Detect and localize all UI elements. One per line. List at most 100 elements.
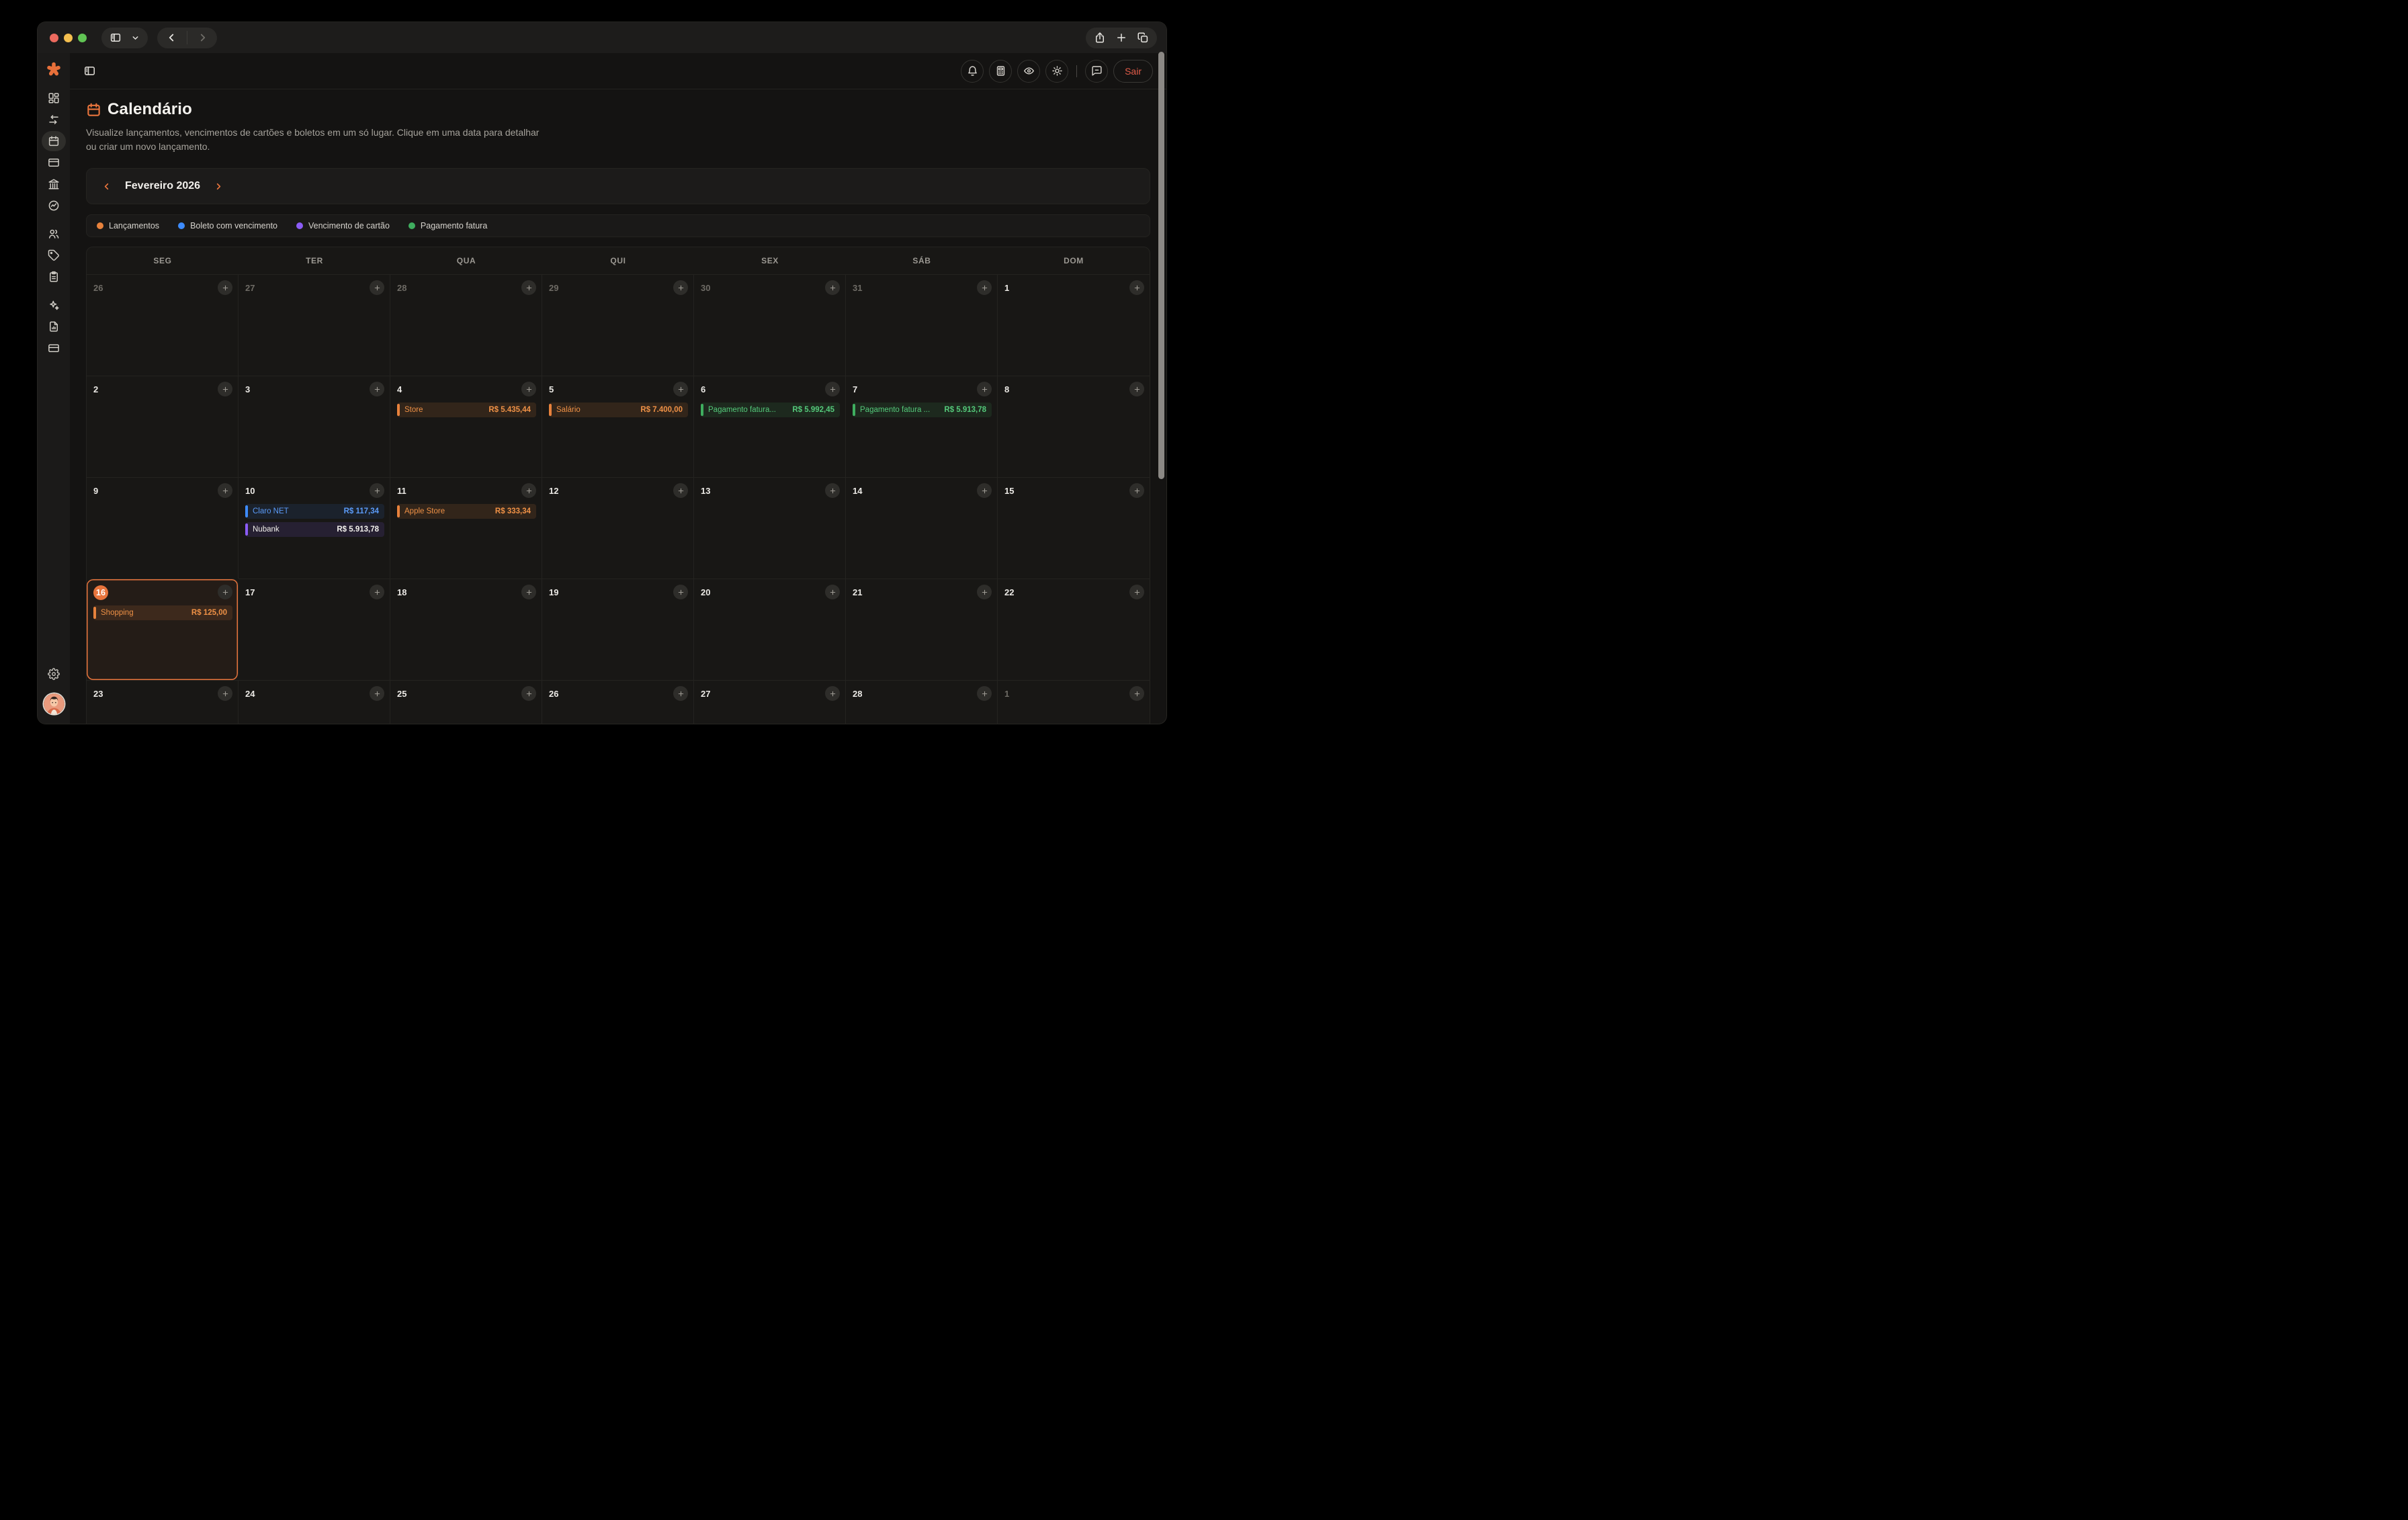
add-entry-button[interactable] bbox=[521, 483, 536, 499]
share-icon[interactable] bbox=[1094, 32, 1106, 44]
add-entry-button[interactable] bbox=[370, 686, 384, 702]
day-cell[interactable]: 13 bbox=[694, 477, 846, 579]
day-cell[interactable]: 19 bbox=[542, 579, 694, 681]
calendar-event[interactable]: Pagamento fatura ... R$ 5.913,78 bbox=[853, 403, 992, 418]
day-cell[interactable]: 25 bbox=[390, 680, 542, 724]
sun-button[interactable] bbox=[1045, 59, 1069, 83]
add-entry-button[interactable] bbox=[977, 280, 992, 296]
day-cell[interactable]: 1 bbox=[998, 680, 1150, 724]
day-cell[interactable]: 28 bbox=[846, 680, 998, 724]
add-entry-button[interactable] bbox=[673, 280, 688, 296]
add-entry-button[interactable] bbox=[977, 585, 992, 600]
back-icon[interactable] bbox=[165, 32, 177, 44]
day-cell[interactable]: 30 bbox=[694, 274, 846, 376]
calendar-event[interactable]: Pagamento fatura... R$ 5.992,45 bbox=[701, 403, 840, 418]
day-cell[interactable]: 11 Apple Store R$ 333,34 bbox=[390, 477, 542, 579]
day-cell[interactable]: 5 Salário R$ 7.400,00 bbox=[542, 376, 694, 478]
day-cell[interactable]: 17 bbox=[239, 579, 390, 681]
add-entry-button[interactable] bbox=[673, 686, 688, 702]
add-entry-button[interactable] bbox=[521, 585, 536, 600]
add-entry-button[interactable] bbox=[1129, 585, 1144, 600]
forward-icon[interactable] bbox=[197, 32, 209, 44]
tab-overview-icon[interactable] bbox=[1137, 32, 1149, 44]
dashboard-icon[interactable] bbox=[42, 88, 66, 108]
bell-button[interactable] bbox=[961, 59, 984, 83]
add-entry-button[interactable] bbox=[521, 686, 536, 702]
add-entry-button[interactable] bbox=[370, 483, 384, 499]
scrollbar-thumb[interactable] bbox=[1158, 52, 1164, 479]
day-cell[interactable]: 15 bbox=[998, 477, 1150, 579]
day-cell[interactable]: 4 Store R$ 5.435,44 bbox=[390, 376, 542, 478]
add-entry-button[interactable] bbox=[673, 382, 688, 397]
add-entry-button[interactable] bbox=[825, 280, 840, 296]
day-cell[interactable]: 26 bbox=[87, 274, 239, 376]
day-cell[interactable]: 8 bbox=[998, 376, 1150, 477]
day-cell[interactable]: 20 bbox=[694, 579, 846, 681]
day-cell[interactable]: 28 bbox=[390, 274, 542, 376]
panel-icon[interactable] bbox=[110, 32, 122, 44]
calendar-event[interactable]: Apple Store R$ 333,34 bbox=[397, 504, 536, 519]
day-cell[interactable]: 9 bbox=[87, 477, 239, 579]
calendar-event[interactable]: Shopping R$ 125,00 bbox=[93, 605, 232, 621]
tag-icon[interactable] bbox=[42, 245, 66, 265]
day-cell[interactable]: 24 bbox=[239, 680, 390, 724]
credit-card-icon[interactable] bbox=[42, 153, 66, 173]
add-entry-button[interactable] bbox=[370, 585, 384, 600]
add-entry-button[interactable] bbox=[825, 382, 840, 397]
add-entry-button[interactable] bbox=[218, 686, 232, 702]
user-avatar[interactable] bbox=[43, 693, 64, 714]
day-cell[interactable]: 18 bbox=[390, 579, 542, 681]
add-entry-button[interactable] bbox=[825, 686, 840, 702]
day-cell[interactable]: 23 bbox=[87, 680, 239, 724]
add-entry-button[interactable] bbox=[370, 382, 384, 397]
day-cell[interactable]: 31 bbox=[846, 274, 998, 376]
logout-button[interactable]: Sair bbox=[1113, 59, 1153, 83]
day-cell[interactable]: 2 bbox=[87, 376, 239, 478]
day-cell[interactable]: 14 bbox=[846, 477, 998, 579]
chevron-down-icon[interactable] bbox=[131, 34, 140, 42]
day-cell[interactable]: 29 bbox=[542, 274, 694, 376]
day-cell[interactable]: 22 bbox=[998, 579, 1150, 680]
transfers-icon[interactable] bbox=[42, 110, 66, 130]
report-icon[interactable] bbox=[42, 316, 66, 337]
day-cell[interactable]: 27 bbox=[694, 680, 846, 724]
day-cell-today[interactable]: 16 Shopping R$ 125,00 bbox=[87, 579, 239, 681]
new-tab-icon[interactable] bbox=[1115, 32, 1127, 44]
add-entry-button[interactable] bbox=[673, 585, 688, 600]
day-cell[interactable]: 26 bbox=[542, 680, 694, 724]
add-entry-button[interactable] bbox=[673, 483, 688, 499]
settings-gear-icon[interactable] bbox=[42, 664, 66, 684]
calendar-icon[interactable] bbox=[42, 131, 66, 151]
add-entry-button[interactable] bbox=[1129, 686, 1144, 702]
add-entry-button[interactable] bbox=[218, 585, 232, 600]
day-cell[interactable]: 27 bbox=[239, 274, 390, 376]
chat-button[interactable] bbox=[1085, 59, 1109, 83]
wallet-icon[interactable] bbox=[42, 338, 66, 358]
bank-icon[interactable] bbox=[42, 174, 66, 194]
goals-icon[interactable] bbox=[42, 196, 66, 216]
next-month-button[interactable] bbox=[214, 181, 224, 192]
add-entry-button[interactable] bbox=[218, 382, 232, 397]
clipboard-icon[interactable] bbox=[42, 267, 66, 287]
calculator-button[interactable] bbox=[989, 59, 1013, 83]
sparkles-icon[interactable] bbox=[42, 295, 66, 315]
add-entry-button[interactable] bbox=[370, 280, 384, 296]
day-cell[interactable]: 10 Claro NET R$ 117,34 Nubank R$ 5.913,78 bbox=[239, 477, 390, 579]
add-entry-button[interactable] bbox=[1129, 483, 1144, 499]
add-entry-button[interactable] bbox=[521, 382, 536, 397]
minimize-window-button[interactable] bbox=[64, 33, 73, 42]
day-cell[interactable]: 1 bbox=[998, 274, 1150, 376]
add-entry-button[interactable] bbox=[218, 483, 232, 499]
prev-month-button[interactable] bbox=[101, 181, 112, 192]
panel-toggle-icon[interactable] bbox=[83, 65, 96, 77]
day-cell[interactable]: 6 Pagamento fatura... R$ 5.992,45 bbox=[694, 376, 846, 478]
add-entry-button[interactable] bbox=[825, 585, 840, 600]
eye-button[interactable] bbox=[1017, 59, 1041, 83]
close-window-button[interactable] bbox=[50, 33, 58, 42]
add-entry-button[interactable] bbox=[825, 483, 840, 499]
day-cell[interactable]: 3 bbox=[239, 376, 390, 478]
add-entry-button[interactable] bbox=[977, 382, 992, 397]
day-cell[interactable]: 12 bbox=[542, 477, 694, 579]
calendar-event[interactable]: Salário R$ 7.400,00 bbox=[549, 403, 688, 418]
users-icon[interactable] bbox=[42, 224, 66, 244]
